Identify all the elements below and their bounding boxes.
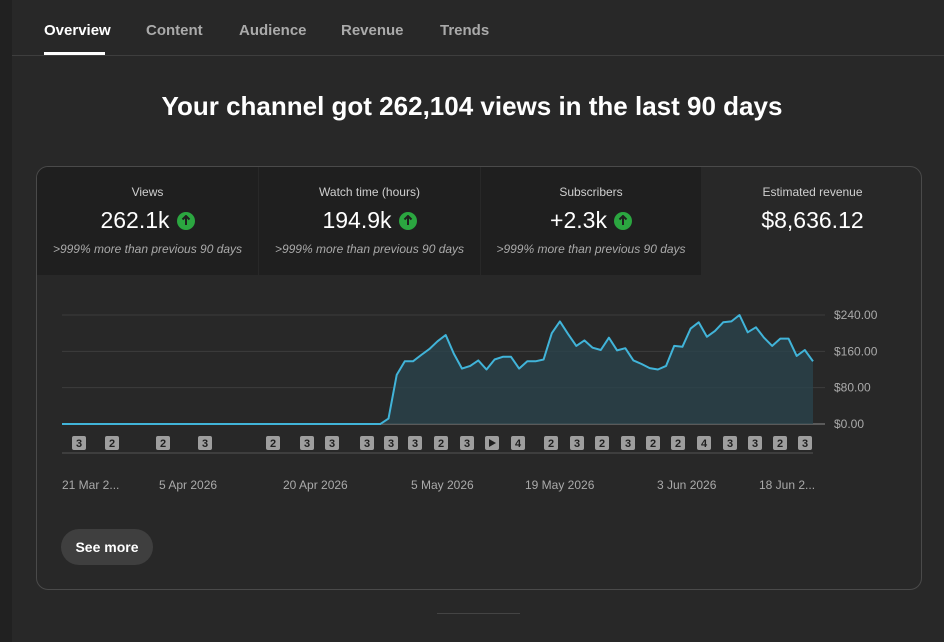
video-marker (773, 436, 787, 450)
metric-label: Subscribers (559, 185, 623, 199)
series-area (62, 315, 813, 424)
marker-count: 3 (727, 438, 733, 450)
analytics-tabs: Overview Content Audience Revenue Trends (12, 0, 944, 56)
series-line (62, 314, 814, 425)
marker-count: 3 (76, 438, 82, 450)
marker-count: 3 (625, 438, 631, 450)
metric-value-row: +2.3k (481, 207, 701, 234)
overview-card: Views 262.1k >999% more than previous 90… (36, 166, 922, 590)
tab-audience[interactable]: Audience (239, 22, 307, 39)
arrow-up-icon (398, 211, 417, 230)
marker-count: 2 (160, 438, 166, 450)
x-tick-label: 18 Jun 2... (759, 478, 815, 492)
marker-count: 3 (202, 438, 208, 450)
marker-count: 3 (364, 438, 370, 450)
x-tick-label: 20 Apr 2026 (283, 478, 348, 492)
page-headline: Your channel got 262,104 views in the la… (161, 91, 783, 121)
revenue-chart[interactable]: $0.00 $80.00 $160.00 $240.00 3 2 2 3 2 3 3 3 3 3 2 3 4 2 3… (37, 275, 922, 515)
marker-count: 2 (270, 438, 276, 450)
x-tick-label: 5 May 2026 (411, 478, 474, 492)
metric-value: +2.3k (550, 207, 607, 233)
arrow-up-icon (176, 211, 195, 230)
video-marker (325, 436, 339, 450)
video-marker (646, 436, 660, 450)
marker-count: 2 (675, 438, 681, 450)
marker-count: 3 (752, 438, 758, 450)
video-marker (360, 436, 374, 450)
video-marker (408, 436, 422, 450)
metric-views[interactable]: Views 262.1k >999% more than previous 90… (37, 167, 258, 275)
x-tick-label: 5 Apr 2026 (159, 478, 217, 492)
video-marker (460, 436, 474, 450)
video-marker (621, 436, 635, 450)
metric-comparison: >999% more than previous 90 days (52, 242, 243, 256)
marker-count: 4 (701, 438, 708, 450)
video-marker (544, 436, 558, 450)
video-marker (798, 436, 812, 450)
x-tick-label: 19 May 2026 (525, 478, 595, 492)
marker-count: 2 (438, 438, 444, 450)
marker-count: 2 (599, 438, 605, 450)
metric-value: 194.9k (322, 207, 392, 233)
marker-count: 3 (388, 438, 394, 450)
y-tick-label: $80.00 (834, 381, 871, 395)
y-tick-label: $0.00 (834, 417, 864, 431)
video-marker (723, 436, 737, 450)
left-sidebar (0, 0, 12, 642)
video-marker (434, 436, 448, 450)
marker-count: 3 (304, 438, 310, 450)
active-tab-indicator (44, 52, 105, 55)
arrow-up-icon (613, 211, 632, 230)
video-marker (72, 436, 86, 450)
video-marker (266, 436, 280, 450)
see-more-button[interactable]: See more (61, 529, 153, 565)
metric-value: 262.1k (100, 207, 170, 233)
metric-label: Views (131, 185, 164, 199)
video-marker (300, 436, 314, 450)
divider (437, 613, 520, 614)
video-marker (671, 436, 685, 450)
video-marker (697, 436, 711, 450)
metric-comparison: >999% more than previous 90 days (496, 242, 686, 256)
tab-trends[interactable]: Trends (440, 22, 490, 39)
x-tick-label: 3 Jun 2026 (657, 478, 717, 492)
metric-estimated-revenue[interactable]: Estimated revenue $8,636.12 (702, 167, 921, 275)
marker-count: 2 (650, 438, 656, 450)
marker-count: 3 (802, 438, 808, 450)
marker-count: 2 (109, 438, 115, 450)
tab-revenue[interactable]: Revenue (341, 22, 404, 39)
marker-count: 3 (574, 438, 580, 450)
metric-value: $8,636.12 (761, 207, 864, 233)
metric-watch-time[interactable]: Watch time (hours) 194.9k >999% more tha… (259, 167, 480, 275)
metric-label: Estimated revenue (762, 185, 863, 199)
metric-subscribers[interactable]: Subscribers +2.3k >999% more than previo… (481, 167, 701, 275)
y-tick-label: $160.00 (834, 344, 878, 358)
marker-count: 2 (548, 438, 554, 450)
x-tick-label: 21 Mar 2... (62, 478, 119, 492)
video-marker (384, 436, 398, 450)
metric-comparison: >999% more than previous 90 days (274, 242, 465, 256)
video-marker (198, 436, 212, 450)
metric-value-row: 194.9k (259, 207, 480, 234)
play-icon (489, 439, 496, 447)
marker-count: 3 (412, 438, 418, 450)
marker-count: 3 (464, 438, 470, 450)
video-marker (105, 436, 119, 450)
marker-count: 4 (515, 438, 522, 450)
video-marker (511, 436, 525, 450)
tab-content[interactable]: Content (146, 22, 203, 39)
y-tick-label: $240.00 (834, 308, 878, 322)
metric-label: Watch time (hours) (319, 185, 420, 199)
marker-count: 3 (329, 438, 335, 450)
video-marker (570, 436, 584, 450)
marker-count: 2 (777, 438, 783, 450)
tab-overview[interactable]: Overview (44, 22, 111, 39)
video-marker (156, 436, 170, 450)
metric-value-row: $8,636.12 (702, 207, 921, 234)
video-marker (595, 436, 609, 450)
metric-value-row: 262.1k (37, 207, 258, 234)
video-marker (748, 436, 762, 450)
